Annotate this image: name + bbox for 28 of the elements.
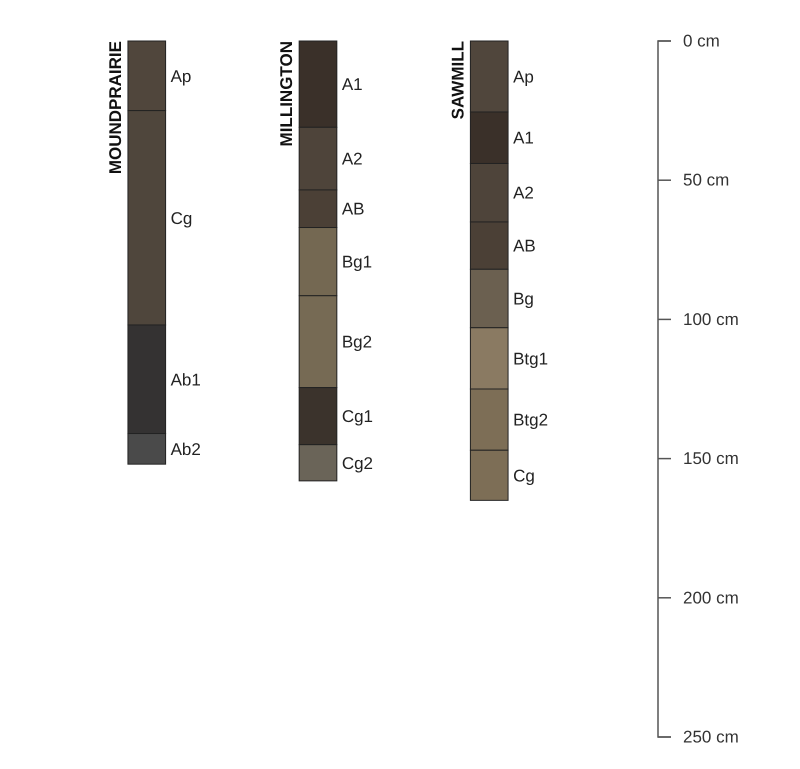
series-label: Ab1 [170,370,201,390]
x-tick-label: SAWMILL [448,41,468,120]
series-label: Btg1 [513,349,548,368]
text: AB [513,236,536,256]
series-label: Bg1 [342,252,372,272]
series-label: AB [342,200,365,219]
series-label: Cg2 [342,454,374,473]
series-label: A2 [342,150,363,169]
series-label: Ap [170,66,192,86]
series-label: A1 [342,75,363,94]
series-label: Ab2 [170,440,201,459]
y-tick-label: 50 cm [683,170,730,190]
text: A1 [513,128,534,148]
y-tick-label: 100 cm [683,310,739,329]
series-label: Bg [513,290,534,309]
y-tick-label: 0 cm [683,31,720,50]
text: A2 [513,184,534,203]
series-label: Bg2 [342,332,372,352]
y-tick-label: 150 cm [683,449,739,468]
y-tick-label: 250 cm [683,727,739,746]
series-label: Cg [513,466,535,486]
text: Ap [513,67,534,86]
series-label: Cg1 [342,407,374,426]
x-tick-label: MOUNDPRAIRIE [106,41,125,174]
series-label: Cg [170,208,192,228]
x-tick-label: MILLINGTON [277,41,296,146]
series-label: Btg2 [513,410,548,430]
y-tick-label: 200 cm [683,588,739,608]
